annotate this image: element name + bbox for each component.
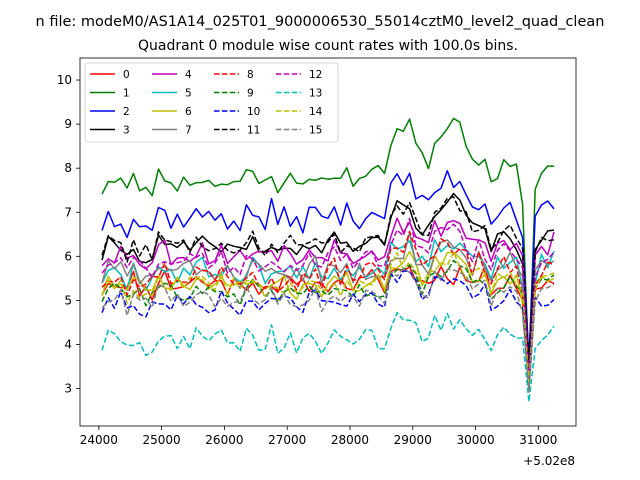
legend-label-11: 11 bbox=[247, 125, 260, 137]
legend-label-9: 9 bbox=[247, 88, 254, 100]
legend-label-0: 0 bbox=[123, 69, 130, 81]
x-tick-label: 29000 bbox=[394, 433, 432, 447]
legend-label-4: 4 bbox=[185, 69, 192, 81]
x-axis-offset-label: +5.02e8 bbox=[523, 454, 575, 468]
series-line-11 bbox=[101, 196, 555, 369]
x-tick-label: 24000 bbox=[80, 433, 118, 447]
legend-box bbox=[84, 62, 339, 143]
legend-label-2: 2 bbox=[123, 106, 130, 118]
legend-label-3: 3 bbox=[123, 125, 130, 137]
x-tick-label: 26000 bbox=[205, 433, 243, 447]
series-line-14 bbox=[101, 251, 555, 386]
legend-label-7: 7 bbox=[185, 125, 192, 137]
series-line-3 bbox=[101, 192, 555, 363]
series-line-2 bbox=[101, 170, 555, 361]
y-tick-label: 8 bbox=[64, 161, 72, 175]
series-line-7 bbox=[101, 231, 555, 382]
y-tick-label: 4 bbox=[64, 337, 72, 351]
legend-label-5: 5 bbox=[185, 88, 192, 100]
x-tick-label: 25000 bbox=[143, 433, 181, 447]
y-tick-label: 9 bbox=[64, 117, 72, 131]
legend-label-12: 12 bbox=[309, 69, 322, 81]
y-tick-label: 7 bbox=[64, 205, 72, 219]
x-tick-label: 31000 bbox=[519, 433, 557, 447]
legend-label-8: 8 bbox=[247, 69, 254, 81]
y-tick-label: 3 bbox=[64, 382, 72, 396]
legend-label-10: 10 bbox=[247, 106, 260, 118]
legend-label-1: 1 bbox=[123, 88, 130, 100]
series-line-13 bbox=[101, 311, 555, 403]
x-tick-label: 28000 bbox=[331, 433, 369, 447]
legend-label-15: 15 bbox=[309, 125, 322, 137]
x-axis: 24000 25000 26000 27000 28000 29000 30000 31000 bbox=[80, 426, 557, 447]
series-line-12 bbox=[101, 217, 555, 378]
series-line-8 bbox=[101, 230, 555, 389]
series-layer bbox=[101, 117, 555, 403]
y-tick-label: 6 bbox=[64, 249, 72, 263]
series-line-1 bbox=[101, 117, 555, 372]
y-tick-label: 5 bbox=[64, 293, 72, 307]
y-tick-label: 10 bbox=[57, 73, 72, 87]
x-tick-label: 27000 bbox=[268, 433, 306, 447]
series-line-5 bbox=[101, 238, 555, 389]
legend-label-6: 6 bbox=[185, 106, 192, 118]
series-line-10 bbox=[101, 270, 555, 387]
y-axis: 3 4 5 6 7 8 9 10 bbox=[57, 73, 80, 396]
legend-label-14: 14 bbox=[309, 106, 323, 118]
x-tick-label: 30000 bbox=[456, 433, 494, 447]
legend-label-13: 13 bbox=[309, 88, 322, 100]
chart-title: Quadrant 0 module wise count rates with … bbox=[138, 38, 518, 54]
series-line-15 bbox=[101, 267, 555, 393]
plot-frame bbox=[79, 57, 577, 427]
figure-suptitle: n file: modeM0/AS1A14_025T01_9000006530_… bbox=[36, 14, 605, 30]
